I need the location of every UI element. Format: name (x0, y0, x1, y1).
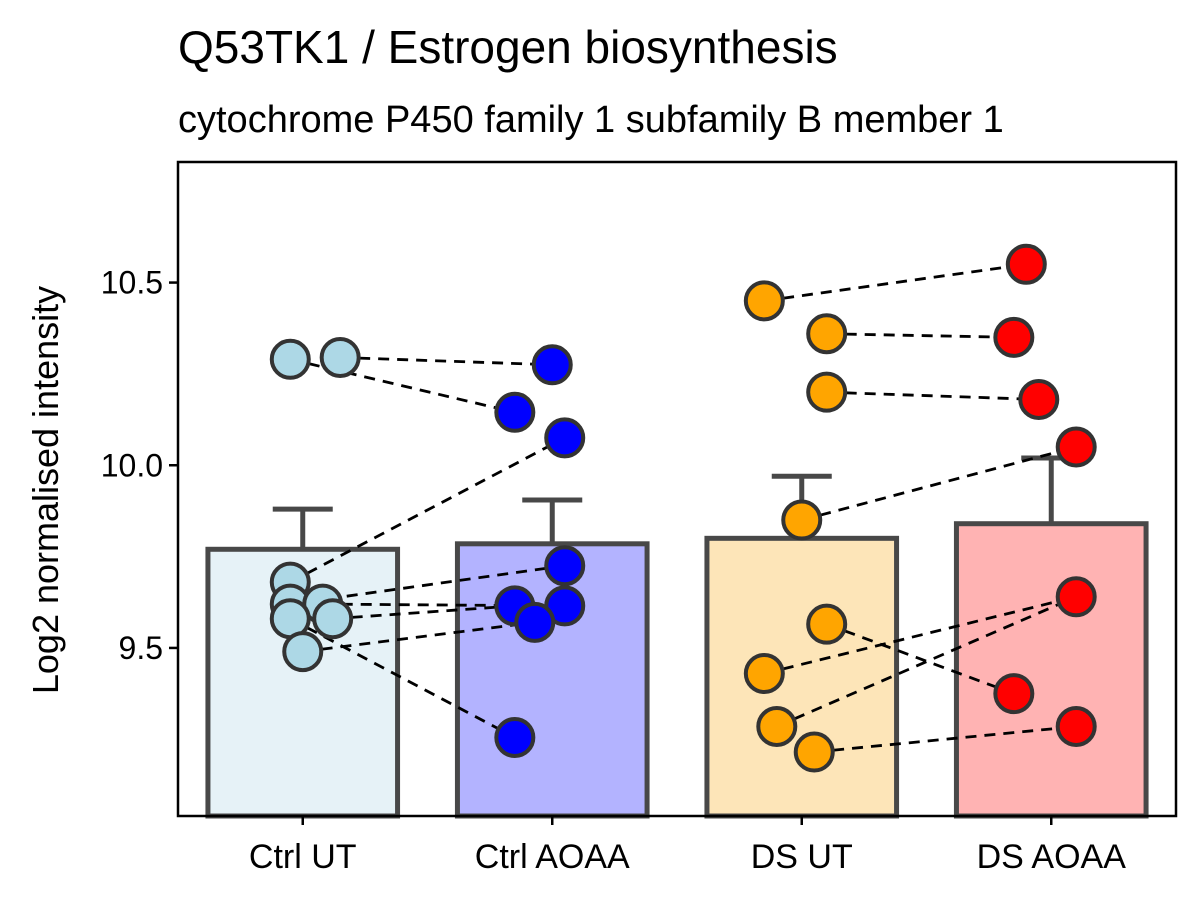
bar-3 (953, 521, 1149, 819)
data-point-0-6 (312, 598, 354, 640)
pair-line-2 (289, 436, 566, 584)
data-point-3-4 (1055, 576, 1097, 618)
pair-line-5 (332, 604, 515, 621)
data-point-3-6 (1055, 705, 1097, 747)
points-layer (269, 243, 1097, 773)
pair-line-14 (776, 595, 1077, 728)
bars-layer (205, 521, 1149, 819)
x-tick-label-1: Ctrl AOAA (475, 838, 630, 876)
data-point-0-0 (269, 338, 311, 380)
pair-line-0 (340, 356, 553, 367)
x-tick-label-3: DS AOAA (977, 838, 1127, 876)
pair-line-11 (801, 445, 1077, 522)
data-point-2-1 (806, 313, 848, 355)
data-point-1-0 (531, 344, 573, 386)
plot-panel-border (176, 160, 1178, 818)
data-point-3-5 (993, 673, 1035, 715)
pair-line-8 (764, 262, 1027, 303)
data-point-1-3 (544, 545, 586, 587)
pair-line-12 (763, 595, 1077, 675)
data-point-3-1 (993, 316, 1035, 358)
pair-line-13 (826, 622, 1015, 695)
data-point-2-0 (743, 280, 785, 322)
data-point-2-3 (781, 499, 823, 541)
y-tick-label-2: 10.5 (101, 265, 163, 301)
data-point-2-2 (806, 371, 848, 413)
x-tick-label-0: Ctrl UT (249, 838, 357, 876)
data-point-2-5 (743, 653, 785, 695)
data-point-2-6 (756, 705, 798, 747)
data-point-1-2 (544, 417, 586, 459)
y-axis-label: Log2 normalised intensity (25, 286, 66, 694)
y-tick-label-0: 9.5 (119, 630, 163, 666)
chart-subtitle: cytochrome P450 family 1 subfamily B mem… (178, 99, 1004, 141)
y-axis: 9.5 10.0 10.5 (101, 265, 178, 666)
data-point-2-7 (793, 731, 835, 773)
data-point-3-2 (1018, 378, 1060, 420)
x-tick-label-2: DS UT (751, 838, 853, 876)
pair-line-10 (826, 390, 1039, 401)
data-point-1-7 (494, 716, 536, 758)
data-point-1-1 (494, 391, 536, 433)
data-point-0-1 (319, 336, 361, 378)
y-tick-label-1: 10.0 (101, 447, 163, 483)
pair-line-15 (814, 725, 1077, 754)
chart-title: Q53TK1 / Estrogen biosynthesis (178, 21, 838, 73)
data-point-3-0 (1005, 243, 1047, 285)
bar-2 (704, 535, 900, 819)
data-point-1-6 (514, 601, 556, 643)
data-point-3-3 (1055, 426, 1097, 468)
pair-line-4 (322, 602, 565, 608)
data-point-0-7 (282, 631, 324, 673)
x-axis: Ctrl UT Ctrl AOAA DS UT DS AOAA (249, 816, 1126, 876)
bar-1 (454, 541, 650, 819)
data-point-2-4 (806, 603, 848, 645)
pair-line-9 (826, 332, 1014, 339)
